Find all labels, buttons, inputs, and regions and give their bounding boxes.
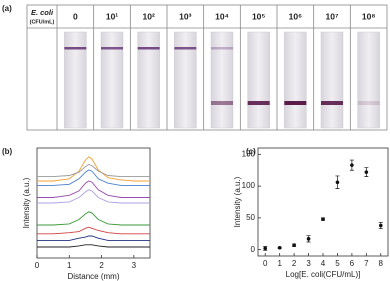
x-tick-label: 6 — [350, 259, 355, 268]
column-header: 10¹ — [106, 11, 118, 21]
x-tick-label: 8 — [379, 259, 384, 268]
data-point — [364, 170, 369, 174]
test-strip — [247, 31, 270, 129]
column-header: 10⁸ — [362, 11, 375, 21]
line-series — [37, 244, 150, 248]
control-line — [101, 47, 123, 50]
x-tick-label: 3 — [306, 259, 311, 268]
test-strip — [210, 31, 234, 129]
data-point — [263, 246, 268, 251]
x-tick-label: 1 — [67, 261, 72, 270]
data-point — [306, 237, 311, 241]
x-tick-label: 3 — [132, 261, 137, 270]
test-line — [357, 101, 380, 105]
test-strip — [357, 31, 380, 129]
line-series — [37, 226, 150, 235]
test-strip — [137, 31, 160, 129]
x-axis-label: Distance (mm) — [67, 272, 119, 281]
test-line — [211, 101, 233, 105]
y-axis-label: Intensity (a.u.) — [233, 176, 242, 227]
test-strip — [320, 31, 344, 129]
x-tick-label: 4 — [321, 259, 326, 268]
x-tick-label: 0 — [35, 261, 40, 270]
row-label: (CFU/mL) — [30, 19, 55, 25]
y-axis-label: Intensity (a.u.) — [22, 177, 31, 228]
line-series — [37, 211, 150, 226]
control-line — [64, 47, 87, 50]
column-header: 0 — [73, 11, 78, 21]
data-point — [321, 217, 325, 221]
test-strip — [100, 31, 124, 129]
panel-label: (b) — [2, 147, 13, 156]
test-line — [247, 101, 270, 105]
test-strip — [64, 31, 87, 129]
column-header: 10³ — [179, 11, 191, 21]
test-line — [321, 101, 343, 105]
column-header: 10⁴ — [215, 11, 229, 21]
control-line — [137, 47, 160, 50]
x-tick-label: 0 — [263, 259, 268, 268]
x-tick-label: 5 — [335, 259, 340, 268]
column-header: 10⁶ — [289, 11, 302, 21]
x-tick-label: 2 — [292, 259, 297, 268]
x-tick-label: 2 — [99, 261, 104, 270]
y-tick-label: 150 — [242, 149, 256, 158]
control-line — [211, 47, 233, 50]
plot-frame — [257, 147, 389, 257]
x-tick-label: 7 — [364, 259, 369, 268]
column-header: 10² — [143, 11, 155, 21]
data-point — [350, 163, 354, 167]
x-axis-label: Log[E. coli(CFU/mL)] — [286, 270, 361, 279]
column-header: 10⁵ — [252, 11, 265, 21]
test-strip — [174, 31, 197, 129]
line-series — [37, 156, 150, 182]
panel-label: (a) — [2, 4, 12, 13]
line-series — [37, 169, 150, 186]
test-strip — [284, 31, 307, 129]
data-point — [277, 245, 282, 250]
line-series — [37, 235, 150, 241]
data-point — [292, 243, 296, 247]
test-line — [284, 101, 307, 105]
control-line — [174, 47, 197, 50]
y-tick-label: 50 — [246, 213, 255, 222]
data-point — [378, 223, 383, 228]
y-tick-label: 0 — [251, 245, 256, 254]
line-series — [37, 189, 150, 204]
panel-label: (c) — [246, 147, 256, 156]
x-tick-label: 1 — [277, 259, 282, 268]
column-header: 10⁷ — [326, 11, 339, 21]
row-label: E. coli — [31, 8, 54, 17]
table-frame — [26, 4, 388, 131]
line-series — [37, 180, 150, 198]
line-series — [37, 164, 150, 178]
data-point — [335, 180, 340, 185]
y-tick-label: 100 — [242, 181, 256, 190]
